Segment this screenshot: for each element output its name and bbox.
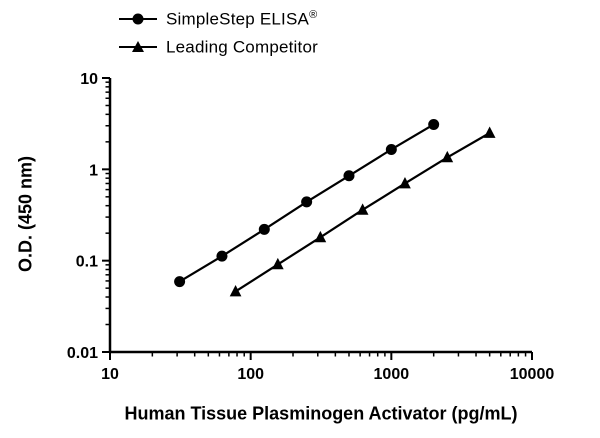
- data-point: [258, 223, 270, 235]
- data-point: [301, 196, 313, 208]
- circle-marker-icon: [119, 13, 157, 25]
- y-tick-label: 0.1: [76, 254, 98, 271]
- data-point: [483, 126, 496, 138]
- data-point: [229, 284, 242, 297]
- data-point: [356, 203, 369, 215]
- legend-item-competitor: Leading Competitor: [118, 34, 318, 60]
- x-tick-label: 1000: [374, 366, 410, 383]
- data-point: [343, 170, 355, 182]
- data-point: [399, 176, 411, 189]
- x-axis-label: Human Tissue Plasminogen Activator (pg/m…: [124, 403, 518, 424]
- series-0: [174, 118, 440, 288]
- legend: SimpleStep ELISA® Leading Competitor: [118, 6, 318, 60]
- legend-label-competitor: Leading Competitor: [166, 37, 318, 57]
- y-tick-label: 0.01: [67, 345, 98, 362]
- x-tick-label: 10: [101, 366, 119, 383]
- legend-item-simplestep: SimpleStep ELISA®: [118, 6, 318, 32]
- data-point: [385, 143, 397, 155]
- data-point: [441, 150, 454, 163]
- data-point: [174, 276, 186, 288]
- data-point: [271, 257, 284, 270]
- triangle-marker-icon: [119, 41, 157, 52]
- legend-label-simplestep: SimpleStep ELISA®: [166, 8, 318, 29]
- data-point: [428, 118, 440, 130]
- y-axis-label: O.D. (450 nm): [15, 155, 36, 273]
- axes: 10 100 1000 10000 0.01 0.1 1 10: [67, 71, 554, 383]
- y-tick-label: 1: [89, 162, 98, 179]
- y-tick-label: 10: [80, 71, 98, 88]
- series-1: [229, 126, 496, 297]
- data-point: [314, 230, 327, 243]
- data-point: [216, 250, 228, 262]
- x-tick-label: 10000: [510, 366, 555, 383]
- x-tick-label: 100: [237, 366, 264, 383]
